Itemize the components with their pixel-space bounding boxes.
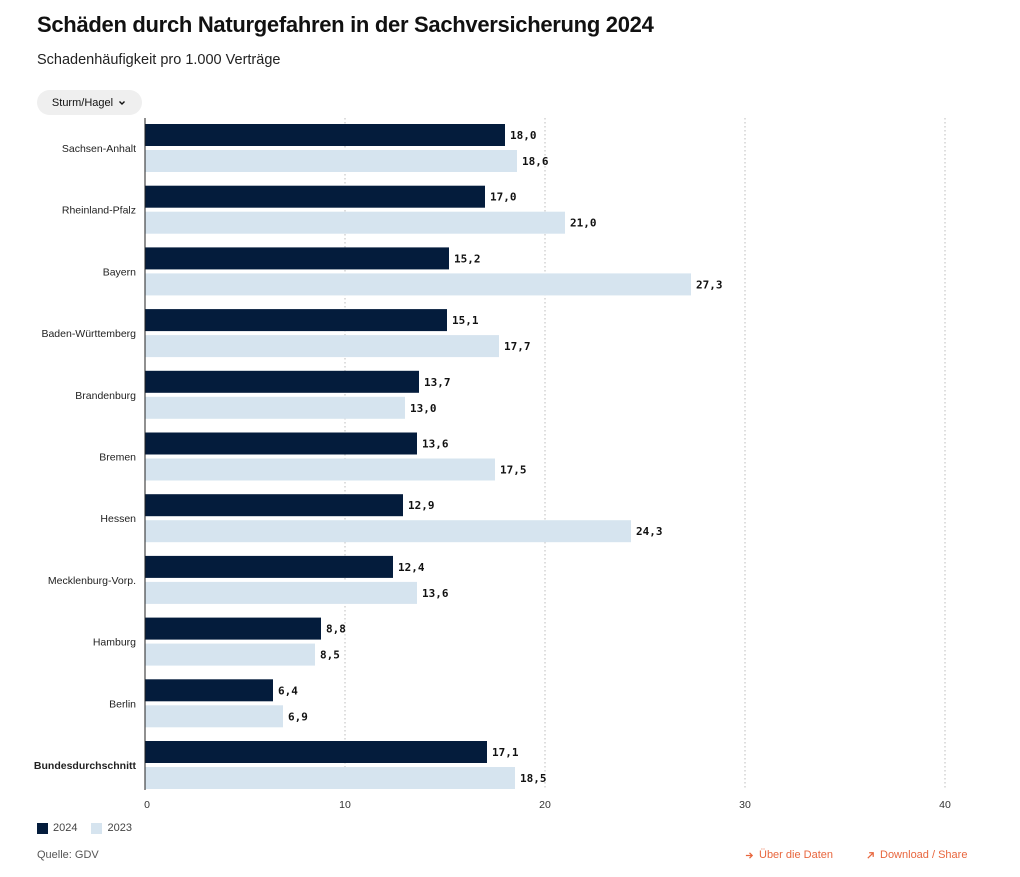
data-label-2023-1: 21,0 [570,217,597,230]
legend-label-2023: 2023 [107,822,132,834]
legend-label-2024: 2024 [53,822,78,834]
hazard-filter-dropdown[interactable]: Sturm/Hagel [37,90,142,115]
bar-2024-8 [145,617,321,640]
arrow-up-right-icon [867,851,874,859]
bar-2023-3 [145,335,499,358]
source-note: Quelle: GDV [37,849,99,861]
data-label-2023-0: 18,6 [522,155,549,168]
data-label-2024-7: 12,4 [398,561,425,574]
chart-legend: 2024 2023 [37,822,146,834]
data-label-2023-2: 27,3 [696,278,723,291]
category-label-3: Baden-Württemberg [41,328,136,340]
about-data-link-label: Über die Daten [759,849,833,861]
category-label-1: Rheinland-Pfalz [62,205,136,217]
bar-2023-5 [145,458,495,481]
bar-2023-2 [145,273,691,296]
chart-title: Schäden durch Naturgefahren in der Sachv… [37,12,654,37]
data-label-2024-2: 15,2 [454,252,481,265]
data-label-2024-0: 18,0 [510,129,537,142]
category-label-6: Hessen [100,513,136,525]
bar-2024-10 [145,741,487,763]
data-label-2023-9: 6,9 [288,710,308,723]
download-share-link[interactable]: Download / Share [866,849,967,861]
bar-2024-7 [145,555,393,578]
x-tick-label-0: 0 [144,799,150,811]
hazard-filter-label: Sturm/Hagel [51,96,114,109]
legend-item-2023: 2023 [91,822,132,834]
bar-2024-1 [145,185,485,208]
x-tick-label-10: 10 [339,799,351,811]
data-label-2023-7: 13,6 [422,587,449,600]
bar-2023-4 [145,396,405,419]
bar-2023-0 [145,150,517,172]
data-label-2023-3: 17,7 [504,340,531,353]
category-label-7: Mecklenburg-Vorp. [48,575,136,587]
bar-2024-9 [145,679,273,702]
about-data-link[interactable]: Über die Daten [745,849,833,861]
data-label-2024-8: 8,8 [326,623,346,636]
category-label-5: Bremen [99,452,136,464]
legend-item-2024: 2024 [37,822,77,834]
data-label-2024-3: 15,1 [452,314,479,327]
chevron-down-icon [119,100,126,105]
data-label-2023-6: 24,3 [636,525,663,538]
x-tick-label-40: 40 [939,799,951,811]
category-label-2: Bayern [103,266,136,278]
data-label-2023-8: 8,5 [320,649,340,662]
bar-2023-7 [145,581,417,604]
bar-2024-0 [145,124,505,146]
bar-2023-10 [145,767,515,789]
data-label-2024-1: 17,0 [490,191,517,204]
data-label-2024-10: 17,1 [492,746,519,759]
category-label-9: Berlin [109,698,136,710]
chart-subtitle: Schadenhäufigkeit pro 1.000 Verträge [37,52,281,68]
data-label-2024-6: 12,9 [408,499,435,512]
bar-2024-2 [145,247,449,270]
x-tick-label-20: 20 [539,799,551,811]
data-label-2023-5: 17,5 [500,464,527,477]
x-tick-label-30: 30 [739,799,751,811]
data-label-2023-4: 13,0 [410,402,437,415]
category-label-8: Hamburg [93,637,136,649]
bar-2024-5 [145,432,417,455]
bar-2023-9 [145,705,283,728]
bar-2024-6 [145,494,403,517]
bar-2023-1 [145,211,565,234]
data-label-2023-10: 18,5 [520,772,547,785]
bar-2023-8 [145,643,315,666]
bar-2023-6 [145,520,631,543]
data-label-2024-9: 6,4 [278,684,298,697]
download-share-link-label: Download / Share [880,849,968,861]
category-label-10: Bundesdurchschnitt [34,760,137,772]
legend-swatch-2023 [91,822,103,834]
legend-swatch-2024 [37,822,48,834]
category-label-0: Sachsen-Anhalt [62,143,136,155]
data-label-2024-4: 13,7 [424,376,451,389]
category-label-4: Brandenburg [75,390,136,402]
bar-2024-3 [145,309,447,332]
data-label-2024-5: 13,6 [422,438,449,451]
arrow-right-icon [745,851,754,859]
bar-2024-4 [145,370,419,393]
